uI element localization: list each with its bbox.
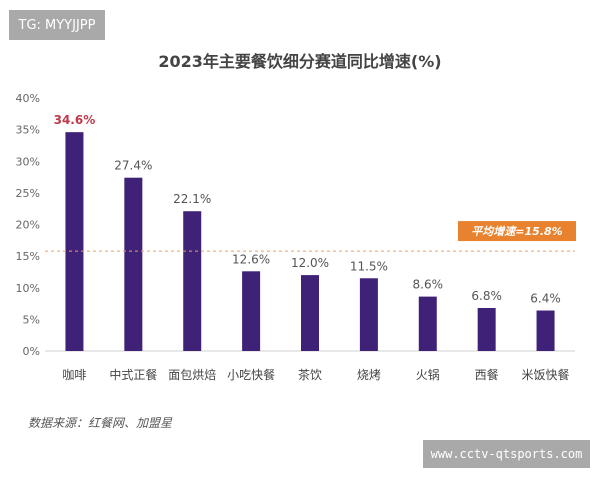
y-tick-label: 20% xyxy=(16,219,40,232)
bar xyxy=(242,271,261,351)
bar xyxy=(124,177,143,351)
x-tick-label: 西餐 xyxy=(475,367,499,382)
bar xyxy=(418,296,437,351)
watermark-top: TG: MYYJJPP xyxy=(9,10,105,40)
y-tick-label: 0% xyxy=(23,345,40,358)
x-tick-label: 烧烤 xyxy=(357,367,381,382)
x-tick-label: 米饭快餐 xyxy=(522,367,570,382)
y-tick-label: 10% xyxy=(16,282,40,295)
y-tick-label: 5% xyxy=(23,313,40,326)
x-tick-label: 中式正餐 xyxy=(109,367,157,382)
data-label: 12.0% xyxy=(291,256,329,270)
y-tick-label: 30% xyxy=(16,155,40,168)
bar xyxy=(183,211,202,351)
bar xyxy=(477,307,496,351)
bar xyxy=(301,275,319,351)
x-tick-label: 茶饮 xyxy=(298,367,322,382)
y-tick-label: 35% xyxy=(16,124,40,137)
x-tick-label: 咖啡 xyxy=(62,367,86,382)
average-label-box xyxy=(458,221,576,242)
data-label: 6.4% xyxy=(530,292,561,306)
data-label: 22.1% xyxy=(173,192,211,206)
bar xyxy=(359,278,378,351)
watermark-bottom: www.cctv-qtsports.com xyxy=(423,440,590,468)
x-tick-label: 火锅 xyxy=(416,367,440,382)
data-label: 12.6% xyxy=(232,252,270,266)
data-label: 34.6% xyxy=(54,113,96,127)
x-tick-label: 小吃快餐 xyxy=(227,367,275,382)
x-tick-label: 面包烘焙 xyxy=(168,367,216,382)
bar xyxy=(65,132,84,351)
y-tick-label: 15% xyxy=(16,250,40,263)
chart-title: 2023年主要餐饮细分赛道同比增速(%) xyxy=(158,52,442,71)
y-tick-label: 40% xyxy=(16,92,40,105)
data-label: 27.4% xyxy=(114,159,152,173)
data-label: 11.5% xyxy=(350,259,388,273)
average-label: 平均增速=15.8% xyxy=(471,225,562,238)
data-label: 8.6% xyxy=(413,278,444,292)
data-label: 6.8% xyxy=(471,289,502,303)
bar xyxy=(536,310,555,351)
data-source: 数据来源：红餐网、加盟星 xyxy=(28,416,173,430)
y-tick-label: 25% xyxy=(16,187,40,200)
